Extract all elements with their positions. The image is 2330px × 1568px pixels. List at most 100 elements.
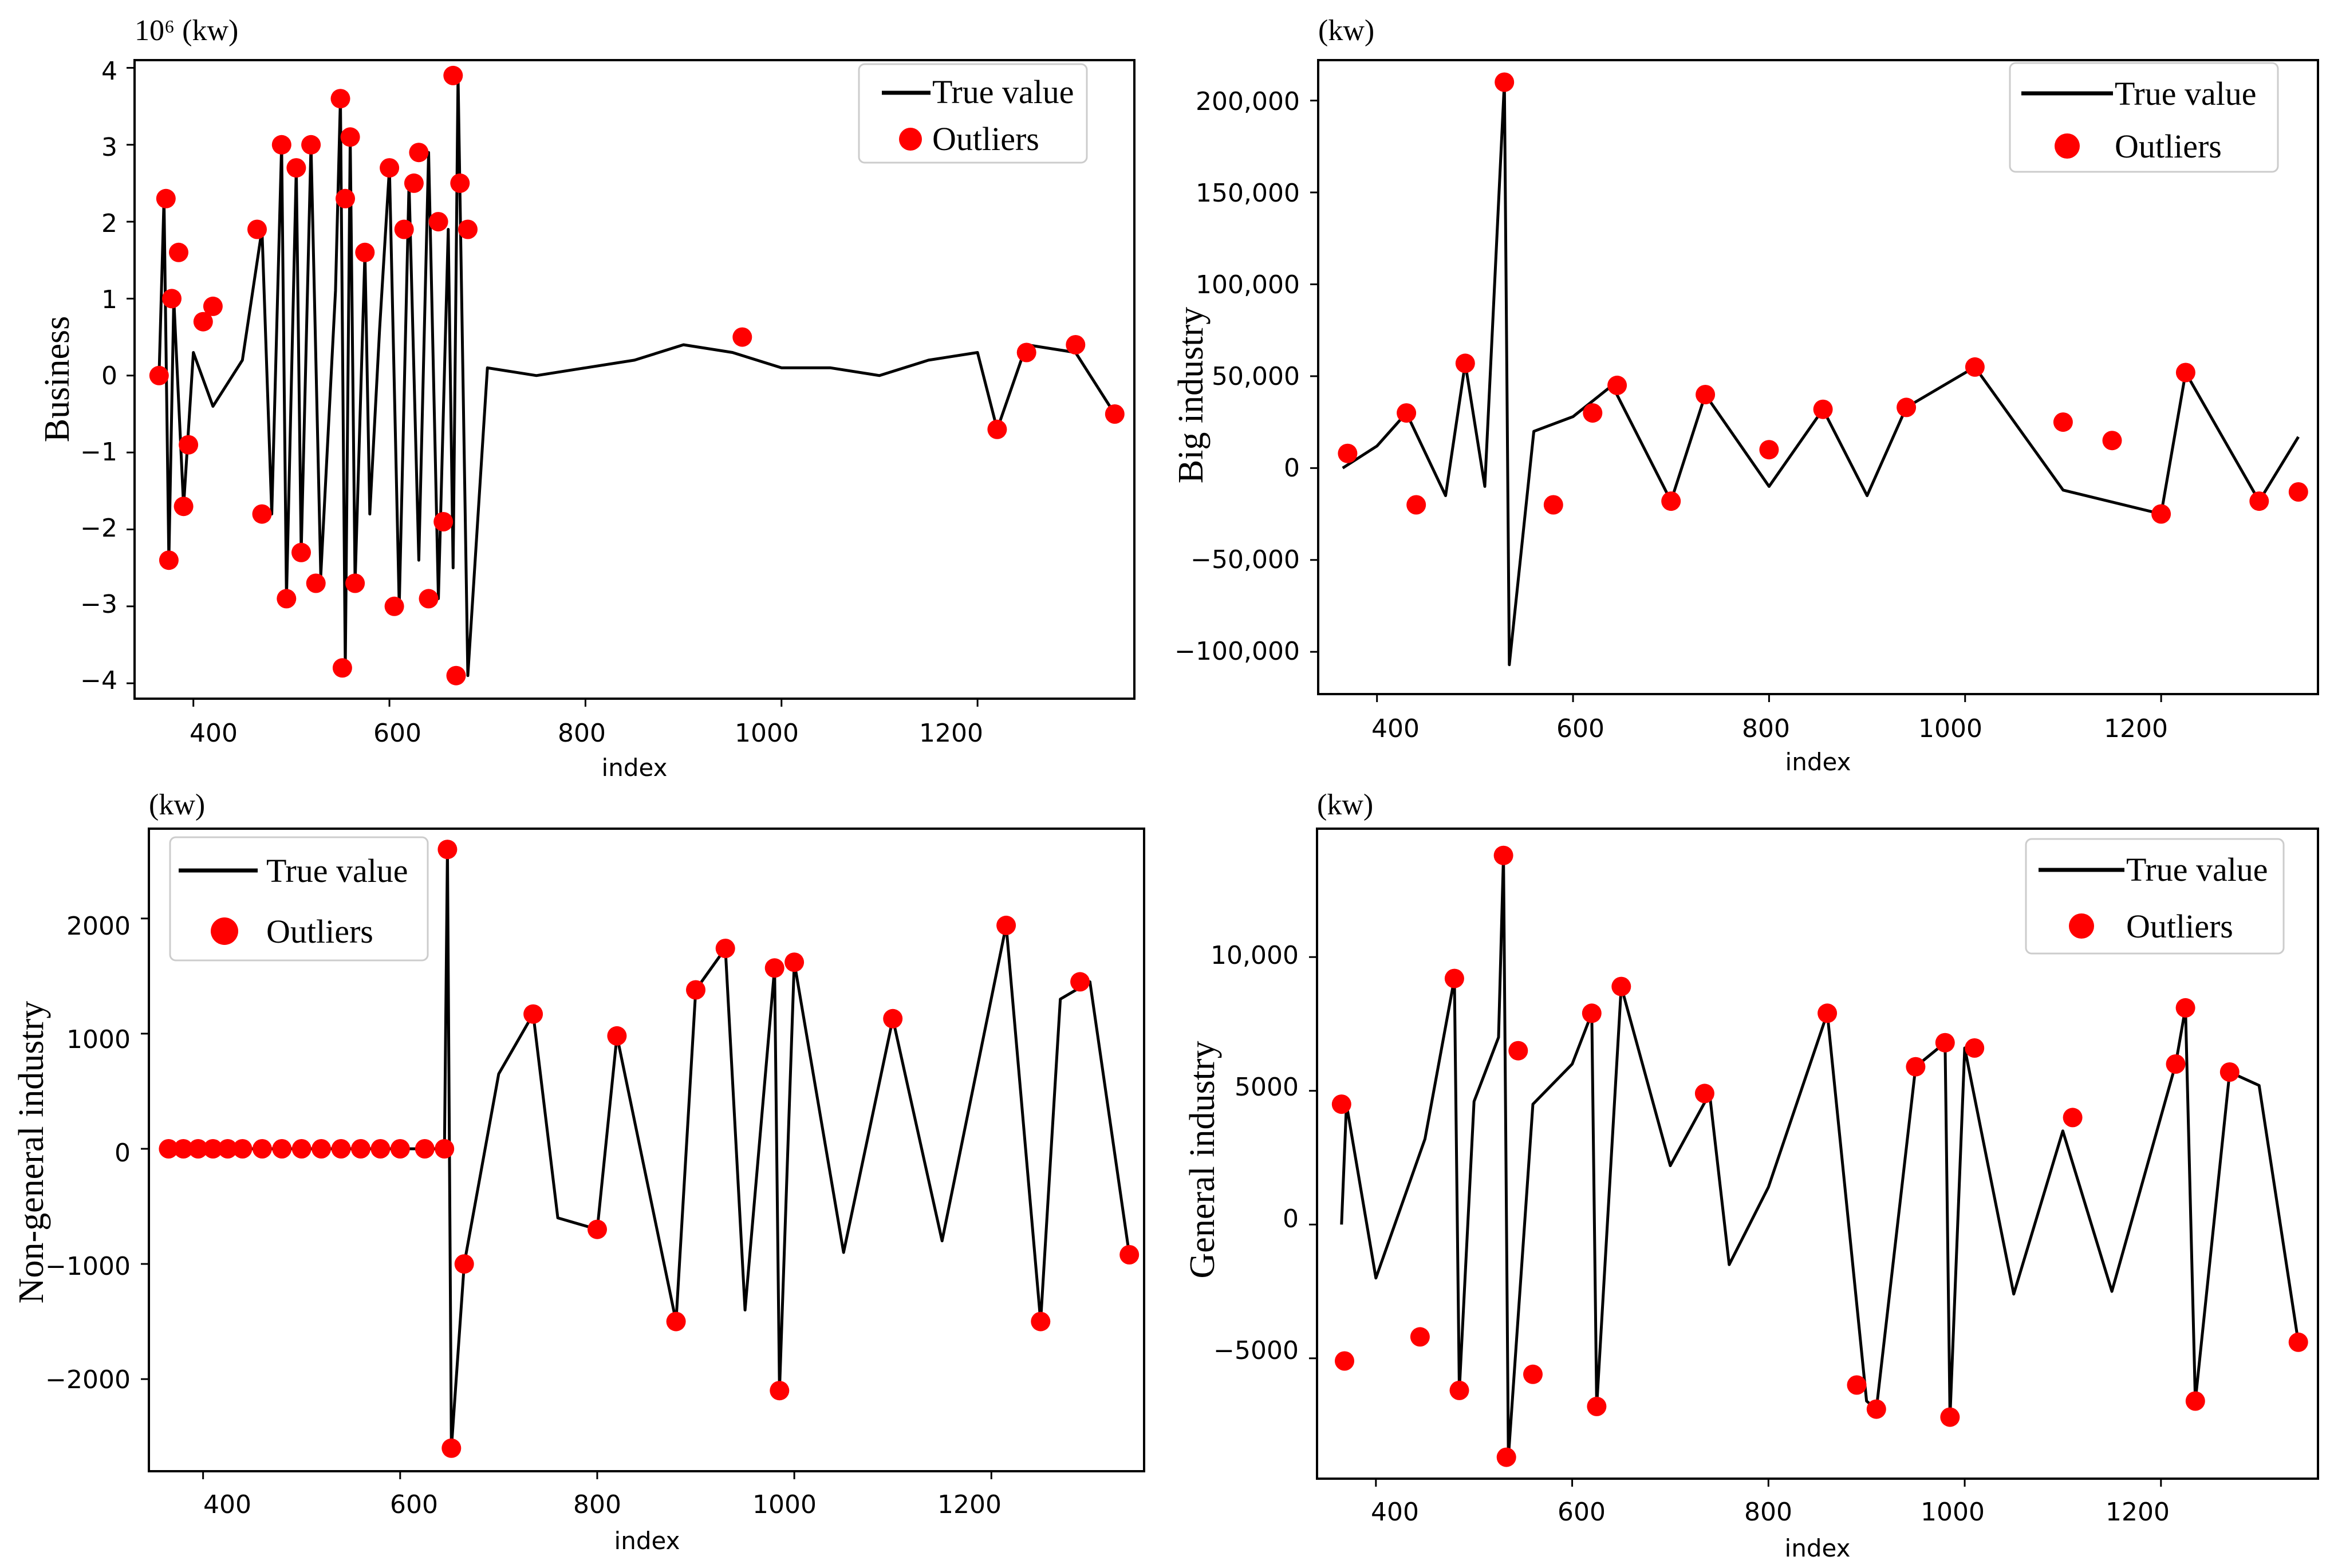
business-outlier-point xyxy=(443,65,463,85)
general-industry-outlier-point xyxy=(1611,976,1631,996)
big-industry-legend-point-label: Outliers xyxy=(2115,128,2222,165)
business-outlier-point xyxy=(450,173,470,193)
business-outlier-point xyxy=(286,158,306,178)
business-x-tick-label: 1200 xyxy=(919,719,983,748)
business-outlier-point xyxy=(1016,342,1036,363)
general-industry-outlier-point xyxy=(2185,1391,2205,1411)
business-outlier-point xyxy=(732,327,752,347)
big-industry-unit-label: (kw) xyxy=(1318,14,1374,47)
general-industry-y-tick-label: −5000 xyxy=(1213,1336,1299,1365)
general-industry-x-tick-label: 400 xyxy=(1371,1498,1419,1527)
general-industry-outlier-point xyxy=(1935,1033,1955,1053)
big-industry-outlier-point xyxy=(1661,491,1681,511)
business-outlier-point xyxy=(159,550,179,570)
business-x-tick-label: 400 xyxy=(190,719,238,748)
big-industry-outlier-point xyxy=(1965,357,1985,377)
general-industry-x-axis-label: index xyxy=(1785,1534,1851,1562)
general-industry-outlier-point xyxy=(1496,1447,1516,1467)
general-industry-x-tick-label: 600 xyxy=(1558,1498,1606,1527)
business-outlier-point xyxy=(384,596,404,616)
non-general-industry-plot-area xyxy=(141,840,1140,1479)
general-industry-outlier-point xyxy=(1331,1094,1351,1114)
business-legend-point-label: Outliers xyxy=(932,120,1039,157)
business-axes-frame xyxy=(133,59,1136,700)
non-general-industry-legend-line-label: True value xyxy=(266,852,408,889)
general-industry-y-tick-label: 10,000 xyxy=(1211,941,1299,970)
non-general-industry-outlier-point xyxy=(435,1139,455,1159)
non-general-industry-y-axis-label: Non-general industry xyxy=(12,1001,51,1304)
general-industry-outlier-point xyxy=(1906,1057,1926,1077)
big-industry-y-axis-label: Big industry xyxy=(1172,307,1211,483)
non-general-industry-x-tick-label: 800 xyxy=(573,1490,621,1519)
business-outlier-point xyxy=(394,219,414,239)
general-industry-outlier-point xyxy=(1449,1380,1469,1400)
business-outlier-point xyxy=(428,212,448,232)
business-y-ticks: −4 −3 −2 −1 0 1 2 3 4 xyxy=(80,57,117,695)
non-general-industry-outlier-point xyxy=(351,1139,370,1159)
general-industry-x-tick-label: 1000 xyxy=(1921,1498,1985,1527)
business-outlier-point xyxy=(345,573,365,593)
general-industry-outlier-point xyxy=(2288,1332,2308,1352)
general-industry-outlier-point xyxy=(2219,1062,2240,1082)
business-outlier-point xyxy=(291,542,311,562)
big-industry-outlier-point xyxy=(2175,363,2195,383)
business-outlier-point xyxy=(162,289,182,309)
business-outlier-point xyxy=(149,365,169,385)
big-industry-y-tick-label: −100,000 xyxy=(1174,637,1300,666)
non-general-industry-y-tick-label: 1000 xyxy=(66,1025,131,1054)
non-general-industry-outlier-point xyxy=(883,1008,903,1029)
non-general-industry-y-tick-label: 2000 xyxy=(66,912,131,941)
general-industry-outlier-point xyxy=(1818,1003,1838,1023)
general-industry-legend: True value Outliers xyxy=(2025,838,2285,955)
non-general-industry-y-tick-label: −2000 xyxy=(45,1365,131,1394)
non-general-industry-x-tick-label: 1200 xyxy=(937,1490,1002,1519)
business-outlier-point xyxy=(355,242,375,262)
big-industry-x-ticks: 400 600 800 1000 1200 xyxy=(1371,714,2168,743)
non-general-industry-legend: True value Outliers xyxy=(169,836,429,962)
general-industry-outlier-point xyxy=(1847,1375,1867,1395)
non-general-industry-outlier-point xyxy=(996,915,1016,935)
big-industry-x-tick-label: 1000 xyxy=(1918,714,1982,743)
non-general-industry-outlier-point xyxy=(291,1139,312,1159)
general-industry-outlier-point xyxy=(1694,1084,1714,1104)
general-industry-outlier-point xyxy=(2175,998,2195,1018)
non-general-industry-outlier-point xyxy=(252,1139,272,1159)
big-industry-outlier-point xyxy=(1338,443,1358,463)
big-industry-y-tick-label: 200,000 xyxy=(1196,87,1300,116)
business-outlier-point xyxy=(409,143,429,163)
big-industry-y-tick-label: 0 xyxy=(1284,454,1300,483)
big-industry-outlier-point xyxy=(1897,397,1917,417)
big-industry-x-tick-label: 600 xyxy=(1556,714,1604,743)
business-outlier-point xyxy=(987,419,1007,439)
non-general-industry-outlier-point xyxy=(272,1139,292,1159)
general-industry-y-tick-label: 0 xyxy=(1283,1204,1299,1234)
non-general-industry-outlier-point xyxy=(523,1004,543,1024)
general-industry-outlier-point xyxy=(1508,1041,1528,1061)
general-industry-outlier-point xyxy=(1582,1003,1602,1023)
non-general-industry-outlier-point xyxy=(784,952,805,972)
business-outlier-point xyxy=(446,665,466,685)
business-outlier-point xyxy=(433,512,454,531)
business-plot-area xyxy=(127,65,1125,707)
business-legend-line-label: True value xyxy=(932,73,1074,111)
business-outlier-point xyxy=(169,242,188,262)
business-outlier-point xyxy=(301,135,321,155)
non-general-industry-outlier-point xyxy=(218,1139,238,1159)
big-industry-outlier-point xyxy=(1583,403,1603,423)
business-y-tick-label: −2 xyxy=(80,514,117,543)
big-industry-y-tick-label: 150,000 xyxy=(1196,179,1300,208)
general-industry-x-tick-label: 800 xyxy=(1744,1498,1792,1527)
non-general-industry-x-tick-label: 1000 xyxy=(752,1490,817,1519)
business-outlier-point xyxy=(271,135,291,155)
non-general-industry-outlier-point xyxy=(188,1139,208,1159)
business-outlier-point xyxy=(277,589,297,609)
business-outlier-point xyxy=(174,497,194,517)
general-industry-chart-panel: 400 600 800 1000 1200 −5000 0 5000 10,00… xyxy=(1183,789,2319,1562)
non-general-industry-outlier-point xyxy=(312,1139,332,1159)
general-industry-unit-label: (kw) xyxy=(1317,789,1373,821)
business-x-ticks: 400 600 800 1000 1200 xyxy=(190,719,983,748)
non-general-industry-outlier-point xyxy=(666,1311,686,1331)
big-industry-outlier-point xyxy=(1543,495,1563,515)
general-industry-outlier-point xyxy=(2063,1108,2083,1128)
